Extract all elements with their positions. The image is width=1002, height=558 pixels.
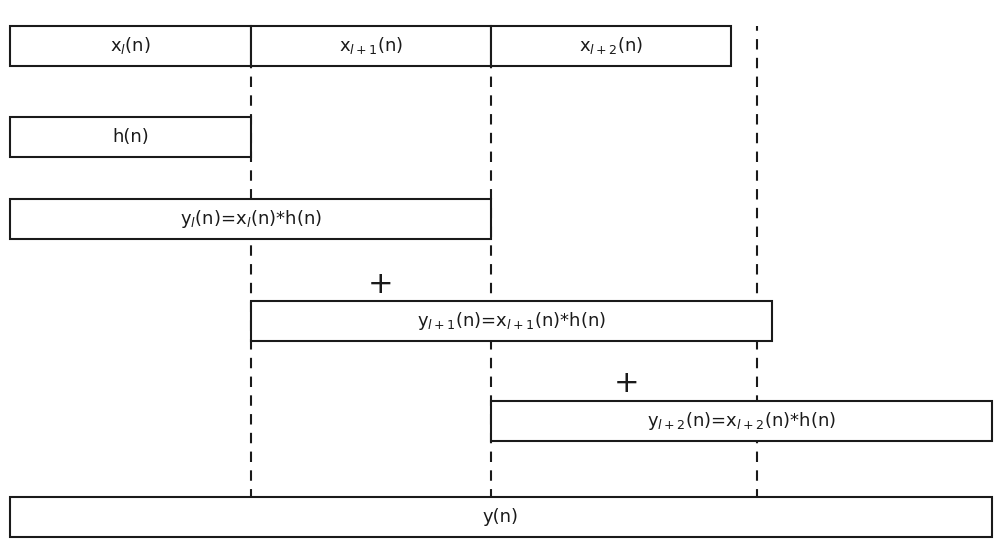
FancyBboxPatch shape [10, 26, 250, 66]
FancyBboxPatch shape [250, 301, 772, 341]
FancyBboxPatch shape [10, 199, 491, 239]
FancyBboxPatch shape [491, 401, 992, 441]
Text: x$_{l+2}$(n): x$_{l+2}$(n) [579, 35, 643, 56]
FancyBboxPatch shape [250, 26, 491, 66]
Text: +: + [368, 270, 394, 299]
FancyBboxPatch shape [10, 117, 250, 157]
FancyBboxPatch shape [10, 497, 992, 537]
FancyBboxPatch shape [491, 26, 731, 66]
Text: x$_l$(n): x$_l$(n) [110, 35, 150, 56]
Text: x$_{l+1}$(n): x$_{l+1}$(n) [339, 35, 403, 56]
Text: h(n): h(n) [112, 128, 148, 146]
Text: y$_{l+1}$(n)=x$_{l+1}$(n)*h(n): y$_{l+1}$(n)=x$_{l+1}$(n)*h(n) [417, 310, 605, 333]
Text: y$_l$(n)=x$_l$(n)*h(n): y$_l$(n)=x$_l$(n)*h(n) [179, 208, 322, 230]
Text: y$_{l+2}$(n)=x$_{l+2}$(n)*h(n): y$_{l+2}$(n)=x$_{l+2}$(n)*h(n) [647, 410, 836, 432]
Text: y(n): y(n) [483, 508, 519, 526]
Text: +: + [613, 369, 639, 398]
